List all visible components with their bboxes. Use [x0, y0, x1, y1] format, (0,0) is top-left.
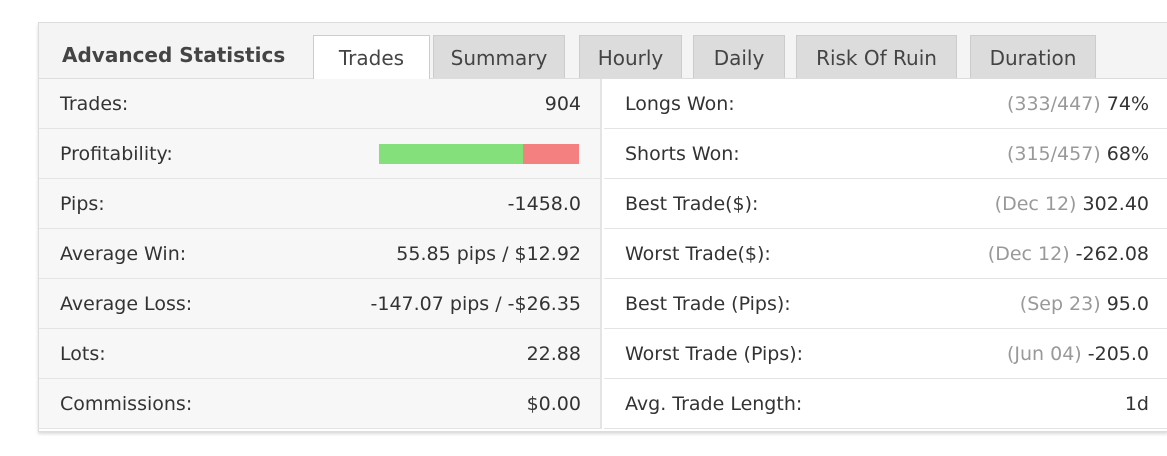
stat-value-group: (Jun 04) -205.0	[1007, 343, 1149, 365]
stat-row: Worst Trade($): (Dec 12) -262.08	[604, 229, 1167, 279]
stat-value: 68%	[1106, 143, 1149, 165]
stat-value: -1458.0	[507, 193, 581, 215]
stat-label: Best Trade($):	[625, 193, 759, 215]
stat-value: 302.40	[1082, 193, 1149, 215]
stat-label: Trades:	[60, 93, 129, 115]
stat-label: Commissions:	[60, 393, 193, 415]
stat-row: Avg. Trade Length: 1d	[604, 379, 1167, 429]
tab[interactable]: Daily	[693, 35, 785, 78]
stat-row: Worst Trade (Pips): (Jun 04) -205.0	[604, 329, 1167, 379]
stat-value-group: (Dec 12) -262.08	[988, 243, 1149, 265]
stat-note: (Dec 12)	[987, 243, 1070, 265]
stat-value-group: (315/457) 68%	[1007, 143, 1149, 165]
stat-row: Shorts Won: (315/457) 68%	[604, 129, 1167, 179]
stat-label: Longs Won:	[625, 93, 735, 115]
stat-note: (333/447)	[1006, 93, 1101, 115]
tab[interactable]: Summary	[433, 35, 565, 78]
stat-label: Pips:	[60, 193, 105, 215]
panel-title: Advanced Statistics	[62, 43, 286, 67]
stats-panel: Advanced Statistics Trades Summary Hourly D…	[38, 22, 1167, 432]
stat-label: Average Loss:	[60, 293, 193, 315]
stat-row: Average Win: 55.85 pips / $12.92	[39, 229, 602, 279]
stat-value-group: 1d	[1125, 393, 1149, 415]
stat-value-group: (Dec 12) 302.40	[995, 193, 1149, 215]
stat-value: 74%	[1106, 93, 1149, 115]
stat-note: (315/457)	[1006, 143, 1101, 165]
stat-row: Best Trade($): (Dec 12) 302.40	[604, 179, 1167, 229]
stat-value-group: (333/447) 74%	[1007, 93, 1149, 115]
stat-value-group: (Sep 23) 95.0	[1020, 293, 1149, 315]
stat-value: 1d	[1124, 393, 1149, 415]
stat-note: (Dec 12)	[994, 193, 1077, 215]
stat-value: -262.08	[1075, 243, 1149, 265]
profit-fill	[379, 144, 523, 164]
stat-row: Longs Won: (333/447) 74%	[604, 79, 1167, 129]
tab[interactable]: Hourly	[579, 35, 682, 78]
stat-label: Avg. Trade Length:	[625, 393, 803, 415]
stat-label: Profitability:	[60, 143, 173, 165]
stat-row: Profitability:	[39, 129, 602, 179]
stat-value: -147.07 pips / -$26.35	[370, 293, 582, 315]
panel-header: Advanced Statistics Trades Summary Hourly D…	[39, 23, 1167, 79]
stat-value: 904	[544, 93, 581, 115]
stat-row: Commissions: $0.00	[39, 379, 602, 429]
stat-label: Shorts Won:	[625, 143, 740, 165]
stat-value: 55.85 pips / $12.92	[396, 243, 581, 265]
stat-label: Lots:	[60, 343, 106, 365]
stat-row: Trades: 904	[39, 79, 602, 129]
stat-note: (Jun 04)	[1006, 343, 1082, 365]
stat-label: Worst Trade($):	[625, 243, 771, 265]
stat-note: (Sep 23)	[1019, 293, 1101, 315]
stat-label: Worst Trade (Pips):	[625, 343, 804, 365]
stat-row: Pips: -1458.0	[39, 179, 602, 229]
stat-label: Best Trade (Pips):	[625, 293, 791, 315]
stat-row: Best Trade (Pips): (Sep 23) 95.0	[604, 279, 1167, 329]
stat-value: 95.0	[1106, 293, 1149, 315]
tab[interactable]: Duration	[970, 35, 1096, 78]
stat-value: 22.88	[526, 343, 581, 365]
stat-row: Lots: 22.88	[39, 329, 602, 379]
stat-label: Average Win:	[60, 243, 187, 265]
tab[interactable]: Trades	[313, 35, 430, 79]
stat-row: Average Loss: -147.07 pips / -$26.35	[39, 279, 602, 329]
stat-value: -205.0	[1087, 343, 1149, 365]
stat-value: $0.00	[526, 393, 581, 415]
profitability-bar	[379, 144, 579, 164]
tab[interactable]: Risk Of Ruin	[796, 35, 957, 78]
